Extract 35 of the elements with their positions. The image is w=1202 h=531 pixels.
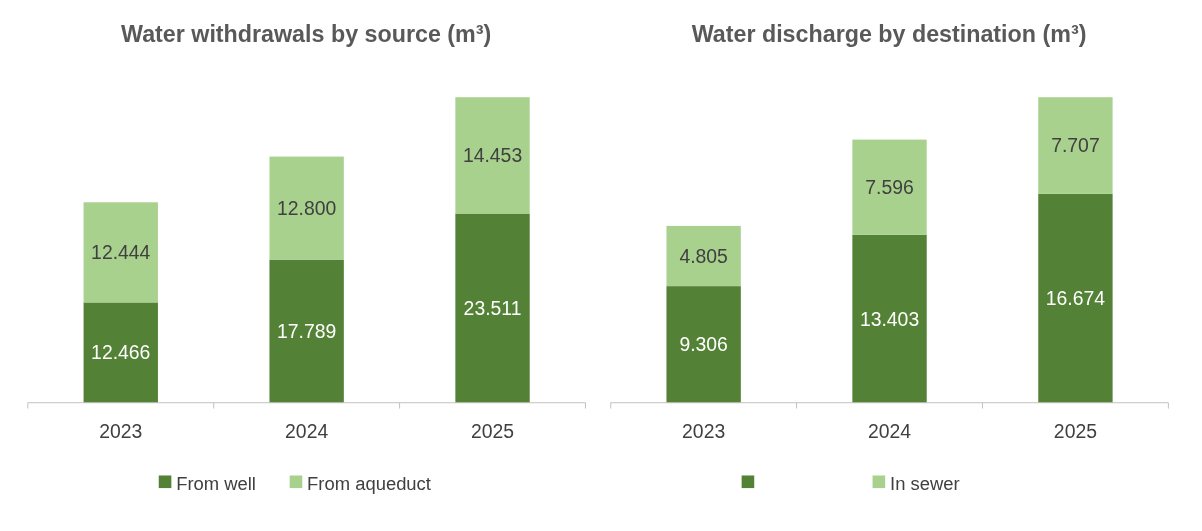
- data-label: 7.707: [1051, 134, 1100, 157]
- bar: [269, 156, 344, 260]
- x-tick-label: 2025: [470, 419, 515, 442]
- data-label: 13.403: [859, 307, 920, 330]
- bar: [852, 139, 927, 235]
- data-label: 9.306: [679, 333, 728, 356]
- bar: [1038, 193, 1113, 403]
- bar: [1038, 97, 1113, 194]
- x-tick-label: 2023: [99, 419, 143, 442]
- bar: [83, 302, 158, 403]
- data-label: 14.453: [462, 144, 523, 167]
- bar: [666, 286, 741, 403]
- data-label: 17.789: [277, 319, 337, 342]
- bar: [455, 97, 530, 214]
- x-tick-label: 2023: [682, 419, 726, 442]
- data-label: 12.444: [91, 241, 151, 264]
- bar: [83, 202, 158, 303]
- data-label: 16.674: [1045, 287, 1106, 310]
- data-label: 4.805: [679, 244, 728, 267]
- bar: [666, 225, 741, 287]
- legend-label: From well: [176, 472, 256, 494]
- x-tick-label: 2024: [285, 419, 329, 442]
- x-tick-label: 2025: [1053, 419, 1097, 442]
- data-label: 12.466: [91, 341, 151, 364]
- data-label: 7.596: [865, 175, 914, 198]
- chart-title: Water discharge by destination (m³): [691, 20, 1087, 47]
- x-tick-label: 2024: [867, 419, 912, 442]
- bar: [269, 259, 344, 403]
- data-label: 12.800: [277, 196, 337, 219]
- legend-label: In sewer: [890, 472, 960, 494]
- chart-title: Water withdrawals by source (m³): [121, 20, 492, 47]
- legend-label: From aqueduct: [307, 472, 431, 494]
- data-label: 23.511: [463, 296, 522, 319]
- bar: [455, 213, 530, 403]
- bar: [852, 234, 927, 403]
